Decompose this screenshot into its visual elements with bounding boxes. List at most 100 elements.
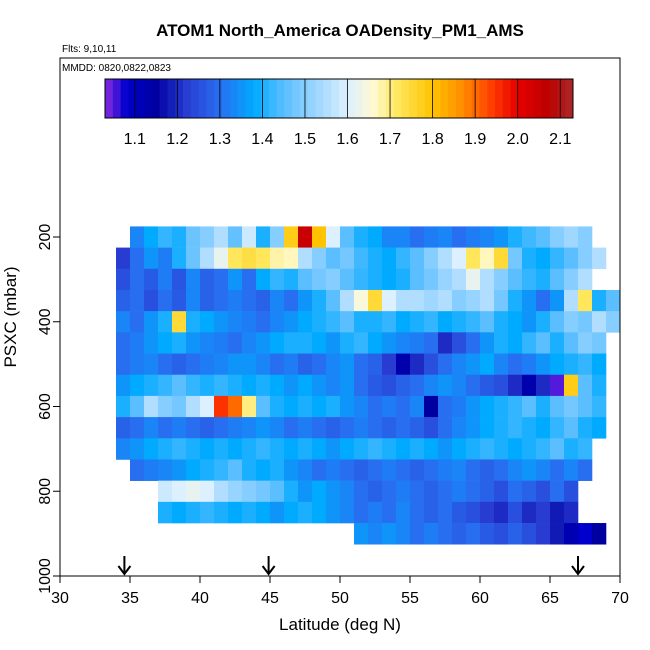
- heatmap-cell: [452, 332, 467, 354]
- x-tick-label: 45: [261, 590, 279, 607]
- heatmap-cell: [382, 268, 397, 291]
- heatmap-cell: [186, 353, 201, 376]
- heatmap-cell: [536, 268, 551, 291]
- heatmap-cell: [172, 311, 187, 333]
- heatmap-cell: [200, 417, 215, 439]
- heatmap-cell: [144, 289, 159, 312]
- heatmap-cell: [130, 332, 145, 354]
- heatmap-cell: [284, 268, 299, 291]
- heatmap-cell: [340, 353, 355, 376]
- heatmap-cell: [382, 226, 397, 248]
- heatmap-cell: [508, 438, 523, 460]
- heatmap-cell: [200, 247, 215, 270]
- heatmap-cell: [200, 226, 215, 248]
- heatmap-cell: [298, 247, 313, 270]
- colorbar-tick-label: 1.4: [251, 131, 273, 148]
- heatmap-cell: [452, 523, 467, 545]
- heatmap-cell: [480, 332, 495, 354]
- heatmap-cell: [340, 480, 355, 503]
- heatmap-cell: [536, 523, 551, 545]
- heatmap-cell: [396, 501, 411, 524]
- heatmap-cell: [284, 501, 299, 524]
- heatmap-cell: [564, 353, 579, 376]
- heatmap-cell: [354, 268, 369, 291]
- heatmap-cell: [494, 289, 509, 312]
- heatmap-cell: [578, 417, 593, 439]
- heatmap-cell: [396, 417, 411, 439]
- heatmap-cell: [284, 459, 299, 481]
- heatmap-cell: [172, 289, 187, 312]
- heatmap-cell: [466, 417, 481, 439]
- heatmap-cell: [242, 247, 257, 270]
- heatmap-cell: [158, 226, 173, 248]
- heatmap-cell: [438, 480, 453, 503]
- heatmap-cell: [550, 268, 565, 291]
- heatmap-cell: [186, 226, 201, 248]
- heatmap-cell: [200, 395, 215, 418]
- heatmap-cell: [424, 438, 439, 460]
- heatmap-cell: [480, 523, 495, 545]
- heatmap-cell: [158, 268, 173, 291]
- heatmap-cell: [368, 501, 383, 524]
- heatmap-cell: [284, 311, 299, 333]
- colorbar-segment: [432, 79, 441, 118]
- heatmap-cells: [116, 226, 621, 545]
- heatmap-cell: [354, 311, 369, 333]
- heatmap-cell: [592, 353, 607, 376]
- colorbar-segment: [307, 79, 316, 118]
- colorbar-segment: [463, 79, 472, 118]
- heatmap-cell: [298, 353, 313, 376]
- heatmap-cell: [536, 438, 551, 460]
- heatmap-cell: [452, 353, 467, 376]
- heatmap-cell: [186, 417, 201, 439]
- heatmap-cell: [522, 268, 537, 291]
- heatmap-cell: [592, 247, 607, 270]
- heatmap-cell: [186, 332, 201, 354]
- heatmap-cell: [550, 459, 565, 481]
- heatmap-cell: [116, 353, 131, 376]
- colorbar-segment: [510, 79, 519, 118]
- heatmap-cell: [214, 247, 229, 270]
- heatmap-cell: [410, 374, 425, 397]
- heatmap-cell: [424, 395, 439, 418]
- heatmap-cell: [466, 480, 481, 503]
- heatmap-cell: [186, 459, 201, 481]
- heatmap-cell: [438, 289, 453, 312]
- heatmap-cell: [256, 459, 271, 481]
- heatmap-cell: [354, 523, 369, 545]
- axes: 30 35 40 45 50 55 60 65 70 200 400 600 800 1000: [37, 224, 629, 607]
- heatmap-cell: [312, 226, 327, 248]
- colorbar: 1.1 1.2 1.3 1.4 1.5 1.6 1.7 1.8 1.9 2.0 2.1: [104, 78, 574, 148]
- heatmap-cell: [550, 332, 565, 354]
- heatmap-cell: [298, 395, 313, 418]
- heatmap-cell: [592, 395, 607, 418]
- plot-frame: [59, 57, 621, 577]
- heatmap-cell: [466, 353, 481, 376]
- colorbar-segment: [183, 79, 192, 118]
- colorbar-segment: [300, 79, 309, 118]
- heatmap-cell: [298, 417, 313, 439]
- heatmap-cell: [396, 289, 411, 312]
- heatmap-cell: [214, 374, 229, 397]
- flights-label: Flts: 9,10,11: [62, 44, 117, 55]
- heatmap-cell: [592, 417, 607, 439]
- heatmap-cell: [578, 226, 593, 248]
- x-tick-label: 30: [51, 590, 69, 607]
- heatmap-cell: [130, 395, 145, 418]
- heatmap-cell: [396, 353, 411, 376]
- y-tick-label: 400: [37, 308, 54, 335]
- heatmap-cell: [144, 247, 159, 270]
- heatmap-cell: [410, 226, 425, 248]
- heatmap-cell: [326, 501, 341, 524]
- heatmap-cell: [298, 268, 313, 291]
- heatmap-cell: [242, 438, 257, 460]
- heatmap-cell: [242, 459, 257, 481]
- heatmap-cell: [242, 501, 257, 524]
- heatmap-cell: [550, 523, 565, 545]
- heatmap-cell: [536, 374, 551, 397]
- heatmap-cell: [578, 374, 593, 397]
- heatmap-cell: [550, 226, 565, 248]
- heatmap-cell: [396, 438, 411, 460]
- heatmap-cell: [228, 459, 243, 481]
- heatmap-cell: [536, 353, 551, 376]
